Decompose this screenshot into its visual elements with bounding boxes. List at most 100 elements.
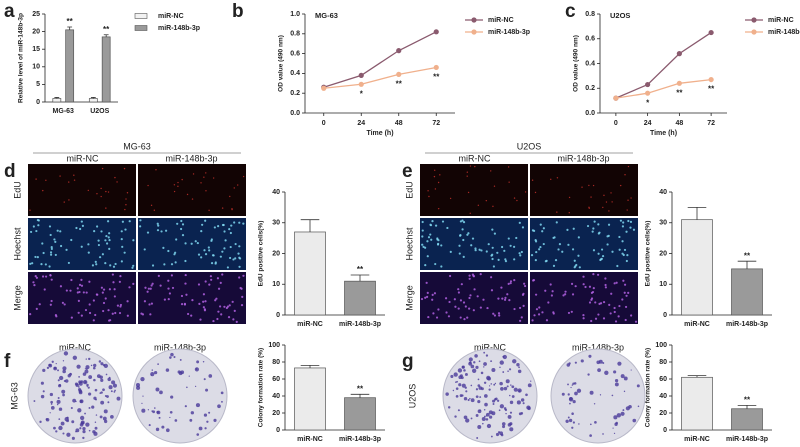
cell — [611, 250, 614, 253]
cell — [33, 284, 36, 287]
cell — [73, 174, 75, 176]
cell — [523, 284, 527, 288]
colony — [93, 363, 97, 368]
cell — [504, 258, 507, 261]
cell — [534, 191, 537, 194]
cell — [156, 222, 159, 225]
point — [708, 29, 714, 36]
cell — [523, 282, 526, 285]
cell — [151, 282, 154, 285]
cell — [111, 273, 114, 276]
x-tick-label: 24 — [644, 120, 652, 127]
colony — [530, 380, 532, 382]
cell — [588, 285, 592, 288]
cell — [507, 282, 510, 285]
cell — [29, 230, 33, 234]
cell — [101, 167, 104, 170]
colony — [507, 370, 509, 372]
cell — [212, 319, 215, 323]
colony — [630, 369, 632, 371]
cell — [184, 242, 187, 245]
cell — [554, 259, 558, 262]
colony — [486, 423, 492, 429]
cell — [497, 312, 501, 315]
y-tick-label: 0 — [276, 312, 280, 319]
cell — [610, 292, 613, 295]
cell — [518, 306, 522, 310]
colony — [468, 357, 473, 362]
cell — [228, 304, 231, 307]
cell — [434, 224, 438, 227]
cell — [223, 230, 226, 233]
cell — [237, 184, 239, 186]
cell — [449, 250, 452, 253]
cell — [497, 297, 500, 300]
cell — [114, 262, 117, 266]
x-tick-label: miR-NC — [297, 436, 323, 443]
cell — [627, 165, 630, 168]
cell — [588, 301, 592, 304]
cell — [426, 291, 429, 294]
colony — [113, 390, 116, 393]
cell — [107, 236, 110, 239]
error-bar — [350, 274, 370, 282]
cell — [237, 252, 240, 255]
cell — [85, 291, 88, 294]
micrograph — [420, 164, 528, 216]
colony — [100, 391, 103, 394]
cell — [578, 266, 581, 269]
colony — [568, 418, 573, 423]
colony — [623, 376, 628, 381]
cell — [466, 233, 469, 236]
colony — [173, 355, 176, 359]
colony — [510, 384, 512, 386]
colony — [79, 427, 82, 430]
cell — [238, 221, 241, 224]
x-tick-label: 24 — [357, 120, 365, 127]
colony — [84, 369, 89, 374]
y-axis-label: Colony formation rate (%) — [258, 348, 265, 427]
cell — [205, 172, 207, 174]
cell — [108, 239, 111, 242]
cell — [621, 252, 624, 255]
cell — [41, 242, 44, 245]
cell — [116, 304, 120, 307]
cell — [59, 285, 63, 288]
cell — [202, 300, 205, 303]
cell — [167, 279, 170, 282]
colony — [477, 378, 480, 381]
cell — [186, 312, 190, 316]
cell — [448, 300, 451, 304]
bar — [344, 280, 376, 316]
colony — [220, 391, 224, 395]
y-tick-label: 0.6 — [585, 36, 595, 43]
bar — [52, 98, 62, 103]
colony — [474, 354, 478, 358]
error-bar — [687, 206, 707, 220]
cell — [210, 278, 213, 281]
colony — [625, 406, 630, 411]
cell — [38, 303, 41, 306]
cell — [221, 250, 224, 253]
cell — [153, 209, 156, 211]
cell — [466, 316, 469, 319]
cell — [227, 316, 231, 319]
cell — [432, 312, 435, 315]
cell — [108, 247, 111, 250]
cell — [524, 191, 527, 193]
colony — [198, 426, 203, 431]
cell — [102, 288, 106, 291]
y-axis-label: Relative level of miR-148b-3p — [18, 13, 25, 103]
cell — [498, 314, 501, 317]
cell — [87, 251, 90, 254]
y-tick-label: 30 — [272, 220, 280, 227]
cell — [485, 250, 488, 253]
row-label: Merge — [12, 285, 22, 311]
cell — [624, 318, 627, 322]
cell — [94, 260, 97, 263]
cell — [459, 299, 463, 302]
colony — [484, 402, 488, 407]
colony — [461, 383, 466, 388]
colony — [457, 368, 463, 373]
cell — [185, 293, 188, 296]
